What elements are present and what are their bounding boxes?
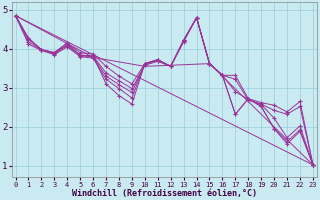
X-axis label: Windchill (Refroidissement éolien,°C): Windchill (Refroidissement éolien,°C) — [72, 189, 257, 198]
